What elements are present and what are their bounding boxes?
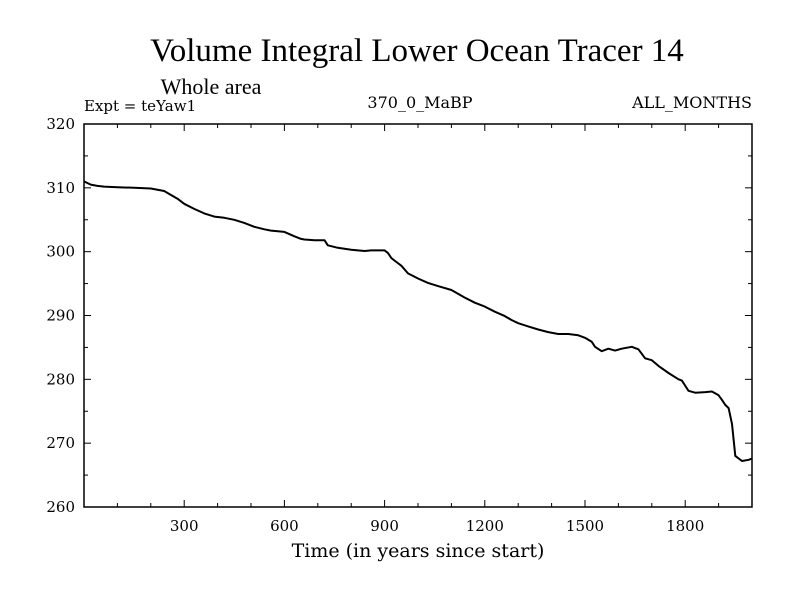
y-axis: 260 270 280 290 300 310 320 xyxy=(46,115,752,516)
x-axis-label: Time (in years since start) xyxy=(292,540,545,562)
x-tick-label: 600 xyxy=(270,517,299,535)
series-line xyxy=(83,180,753,462)
x-tick-label: 900 xyxy=(370,517,399,535)
y-tick-label: 320 xyxy=(46,115,75,133)
x-tick-label: 300 xyxy=(170,517,199,535)
y-tick-label: 310 xyxy=(46,179,75,197)
series-layer xyxy=(83,180,753,462)
y-tick-label: 280 xyxy=(46,370,75,388)
plot-frame xyxy=(83,123,753,508)
right-label: ALL_MONTHS xyxy=(631,93,752,112)
x-tick-label: 1500 xyxy=(566,517,604,535)
y-tick-label: 300 xyxy=(46,243,75,261)
chart-subtitle: Whole area xyxy=(161,74,262,99)
chart-title: Volume Integral Lower Ocean Tracer 14 xyxy=(150,33,684,69)
center-label: 370_0_MaBP xyxy=(367,93,472,112)
y-tick-label: 260 xyxy=(46,498,75,516)
y-tick-label: 270 xyxy=(46,434,75,452)
x-tick-label: 1800 xyxy=(666,517,704,535)
experiment-label: Expt = teYaw1 xyxy=(84,97,196,115)
x-axis: 300 600 900 1200 1500 1800 xyxy=(116,124,720,535)
y-tick-label: 290 xyxy=(46,307,75,325)
x-tick-label: 1200 xyxy=(466,517,504,535)
